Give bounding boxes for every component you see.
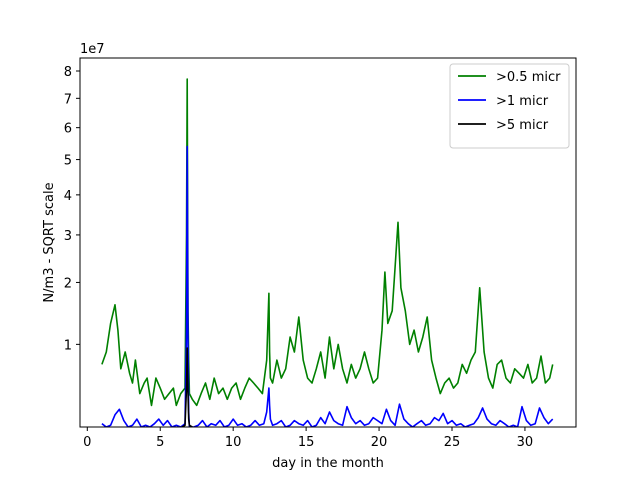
x-tick-label: 5 <box>156 435 164 450</box>
x-tick-label: 20 <box>371 435 388 450</box>
x-axis-title: day in the month <box>272 456 384 471</box>
plot-lines <box>101 78 554 427</box>
y-tick-label: 3 <box>64 229 72 244</box>
y-tick-label: 1 <box>64 338 72 353</box>
legend-label: >0.5 micr <box>496 70 561 85</box>
y-tick-label: 7 <box>64 92 72 107</box>
y-tick-label: 6 <box>64 122 72 137</box>
x-tick-label: 0 <box>83 435 91 450</box>
x-tick-label: 30 <box>517 435 534 450</box>
y-tick-label: 8 <box>64 65 72 80</box>
y-axis-title: N/m3 - SQRT scale <box>42 182 57 302</box>
x-tick-label: 15 <box>298 435 315 450</box>
y-tick-label: 4 <box>64 189 72 204</box>
y-multiplier-label: 1e7 <box>80 42 105 57</box>
y-axis: 1 2 3 4 5 6 7 8 <box>64 65 80 353</box>
x-tick-label: 25 <box>444 435 461 450</box>
series-line-0 <box>101 78 554 407</box>
legend: >0.5 micr >1 micr >5 micr <box>449 63 570 149</box>
x-tick-label: 10 <box>225 435 242 450</box>
legend-label: >5 micr <box>496 118 549 133</box>
series-line-1 <box>101 145 554 427</box>
legend-label: >1 micr <box>496 94 549 109</box>
legend-box <box>449 63 570 149</box>
x-axis: 0 5 10 15 20 25 30 <box>83 427 533 450</box>
y-tick-label: 5 <box>64 154 72 169</box>
plot-frame <box>79 57 577 428</box>
series-line-2 <box>181 347 193 427</box>
y-tick-label: 2 <box>64 276 72 291</box>
